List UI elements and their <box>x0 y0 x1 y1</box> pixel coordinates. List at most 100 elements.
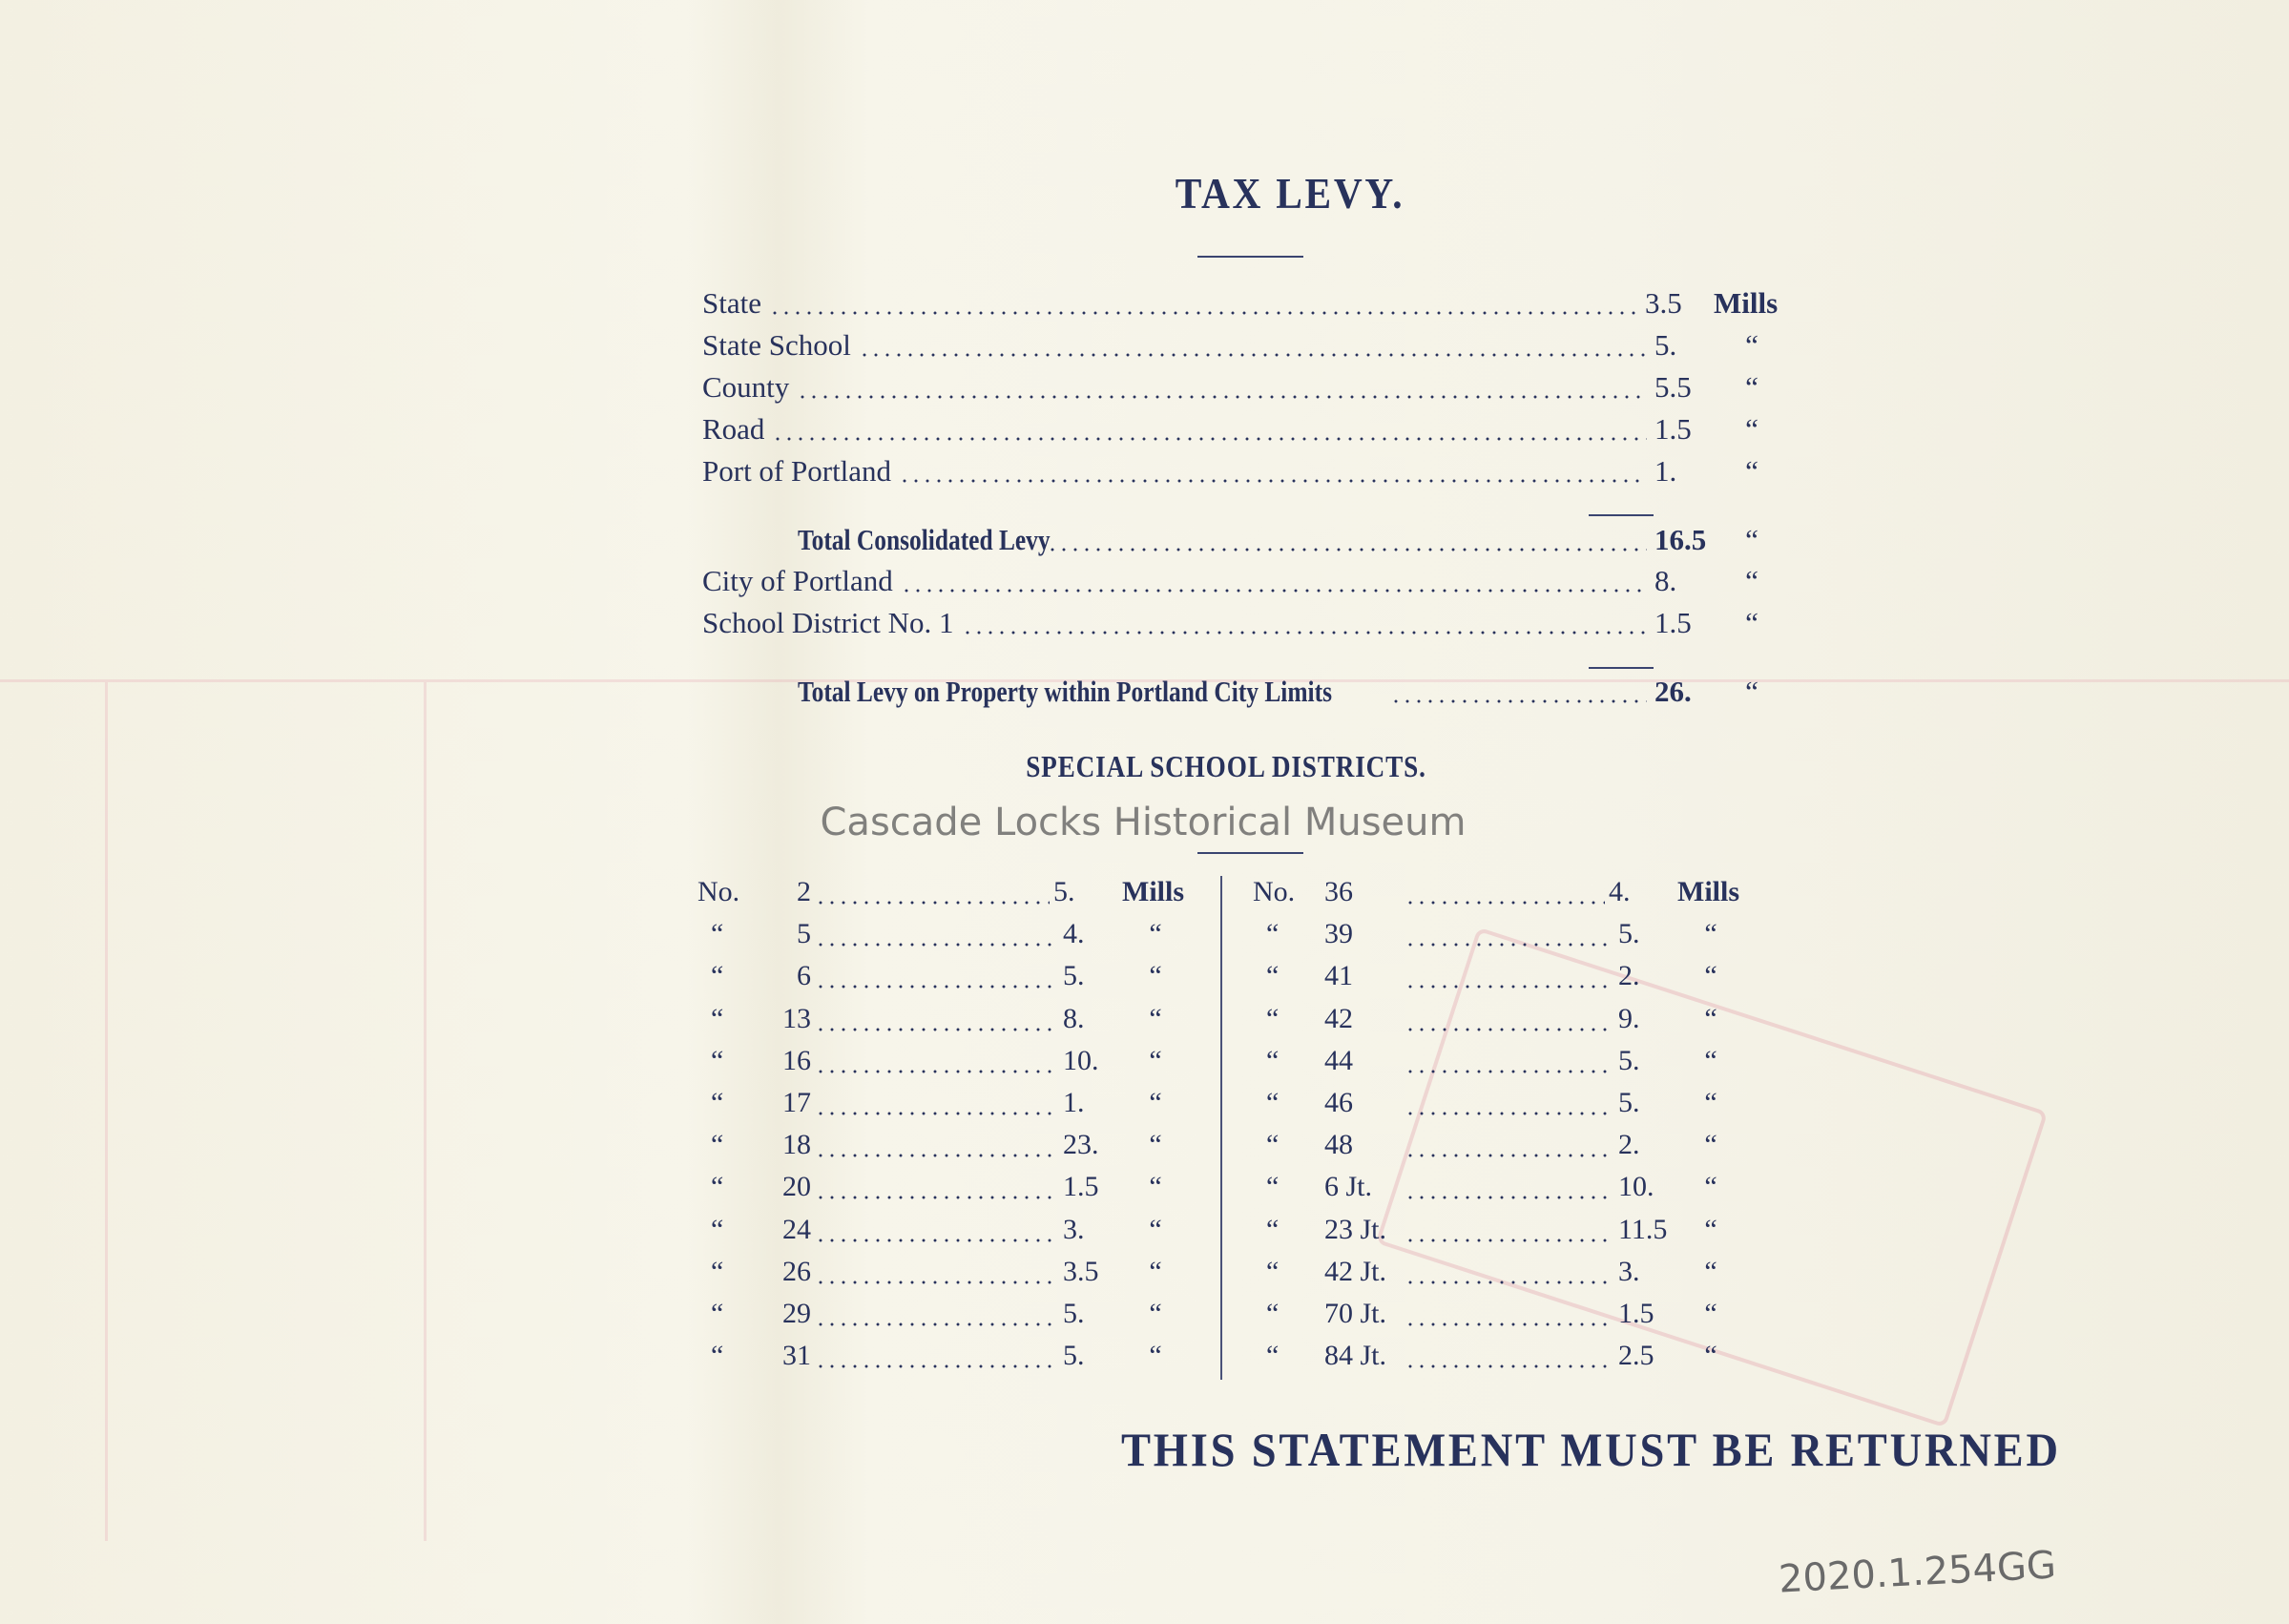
levy-label: Port of Portland <box>702 454 892 488</box>
district-number: 13 <box>782 1002 811 1034</box>
levy-unit: “ <box>1745 564 1758 597</box>
page-title: TAX LEVY. <box>1175 169 1405 218</box>
district-prefix: “ <box>1266 960 1280 992</box>
district-value: 1. <box>1063 1087 1085 1118</box>
district-row: No. 2 5. Mills <box>697 876 1189 914</box>
district-row: “ 18 23. “ <box>697 1129 1189 1167</box>
district-number: 6 Jt. <box>1324 1171 1373 1203</box>
district-value: 5. <box>1618 1044 1640 1076</box>
district-prefix: “ <box>711 1129 724 1161</box>
district-row: “ 70 Jt. 1.5 “ <box>1253 1298 1744 1336</box>
district-prefix: “ <box>711 1171 724 1203</box>
district-value: 3.5 <box>1063 1255 1099 1287</box>
district-unit: “ <box>1704 1044 1717 1076</box>
district-row: “ 6 Jt. 10. “ <box>1253 1171 1744 1209</box>
district-prefix: “ <box>711 1340 724 1372</box>
district-unit: “ <box>1149 1044 1162 1076</box>
district-value: 5. <box>1063 1298 1085 1329</box>
levy-unit: Mills <box>1714 286 1779 320</box>
district-unit: “ <box>1149 1002 1162 1034</box>
district-row: “ 44 5. “ <box>1253 1045 1744 1083</box>
district-unit: “ <box>1704 960 1717 992</box>
district-prefix: “ <box>1266 1002 1280 1034</box>
levy-row: Port of Portland 1. “ <box>702 454 1790 492</box>
district-number: 6 <box>797 960 811 992</box>
dot-leader <box>772 437 1647 441</box>
district-unit: “ <box>1704 1129 1717 1161</box>
district-value: 4. <box>1063 918 1085 950</box>
levy-unit: “ <box>1745 523 1758 556</box>
ruled-line <box>105 682 108 1541</box>
levy-value: 5. <box>1654 328 1677 362</box>
dot-leader <box>815 1154 1059 1158</box>
levy-value: 5.5 <box>1654 370 1692 404</box>
district-unit: “ <box>1149 918 1162 950</box>
levy-value: 1.5 <box>1654 606 1692 639</box>
district-number: 23 Jt. <box>1324 1213 1387 1245</box>
district-prefix: “ <box>1266 1171 1280 1203</box>
levy-row: School District No. 1 1.5 “ <box>702 606 1790 644</box>
district-prefix: “ <box>711 918 724 950</box>
district-number: 46 <box>1324 1087 1353 1118</box>
district-unit: “ <box>1149 1255 1162 1287</box>
district-row: “ 42 Jt. 3. “ <box>1253 1256 1744 1294</box>
dot-leader <box>1405 1112 1614 1115</box>
district-number: 29 <box>782 1298 811 1329</box>
district-prefix: “ <box>1266 1087 1280 1118</box>
district-number: 16 <box>782 1044 811 1076</box>
dot-leader <box>815 1027 1059 1031</box>
district-value: 2. <box>1618 960 1640 992</box>
district-unit: “ <box>1149 1171 1162 1203</box>
district-unit: “ <box>1704 1255 1717 1287</box>
district-prefix: “ <box>1266 1255 1280 1287</box>
district-number: 5 <box>797 918 811 950</box>
district-prefix: “ <box>1266 1129 1280 1161</box>
levy-row: County 5.5 “ <box>702 370 1790 408</box>
district-row: “ 48 2. “ <box>1253 1129 1744 1167</box>
dot-leader <box>815 901 1050 905</box>
district-prefix: “ <box>711 1087 724 1118</box>
dot-leader <box>1405 1069 1614 1073</box>
district-value: 1.5 <box>1618 1298 1654 1329</box>
dot-leader <box>815 1112 1059 1115</box>
district-number: 17 <box>782 1087 811 1118</box>
dot-leader <box>815 1364 1059 1369</box>
district-number: 39 <box>1324 918 1353 950</box>
levy-label: Total Consolidated Levy <box>798 523 1051 556</box>
levy-value: 16.5 <box>1654 523 1707 556</box>
district-prefix: No. <box>697 876 740 907</box>
levy-label: County <box>702 370 790 404</box>
dot-leader <box>815 1196 1059 1200</box>
district-number: 48 <box>1324 1129 1353 1161</box>
district-value: 23. <box>1063 1129 1099 1161</box>
district-prefix: “ <box>1266 1213 1280 1245</box>
dot-leader <box>769 311 1637 315</box>
district-number: 26 <box>782 1255 811 1287</box>
district-unit: “ <box>1704 1340 1717 1372</box>
levy-label: City of Portland <box>702 564 893 597</box>
district-row: “ 42 9. “ <box>1253 1003 1744 1041</box>
dot-leader <box>1405 1238 1614 1242</box>
district-number: 84 Jt. <box>1324 1340 1387 1372</box>
dot-leader <box>858 353 1647 357</box>
district-row: “ 17 1. “ <box>697 1087 1189 1125</box>
levy-row: Total Consolidated Levy 16.5 “ <box>702 523 1790 561</box>
district-prefix: “ <box>711 1044 724 1076</box>
heading-rule <box>1197 852 1303 854</box>
district-prefix: “ <box>711 1002 724 1034</box>
levy-label: Total Levy on Property within Portland C… <box>798 675 1332 708</box>
watermark: Cascade Locks Historical Museum <box>820 801 1467 844</box>
levy-row: Total Levy on Property within Portland C… <box>702 675 1790 713</box>
district-value: 1.5 <box>1063 1171 1099 1203</box>
dot-leader <box>900 589 1647 593</box>
district-unit: Mills <box>1677 876 1739 907</box>
district-row: “ 5 4. “ <box>697 918 1189 956</box>
dot-leader <box>1405 901 1605 905</box>
district-number: 24 <box>782 1213 811 1245</box>
district-prefix: “ <box>1266 918 1280 950</box>
catalog-number: 2020.1.254GG <box>1777 1543 2058 1602</box>
dot-leader <box>1405 985 1614 989</box>
dot-leader <box>815 1069 1059 1073</box>
district-number: 70 Jt. <box>1324 1298 1387 1329</box>
district-row: “ 29 5. “ <box>697 1298 1189 1336</box>
